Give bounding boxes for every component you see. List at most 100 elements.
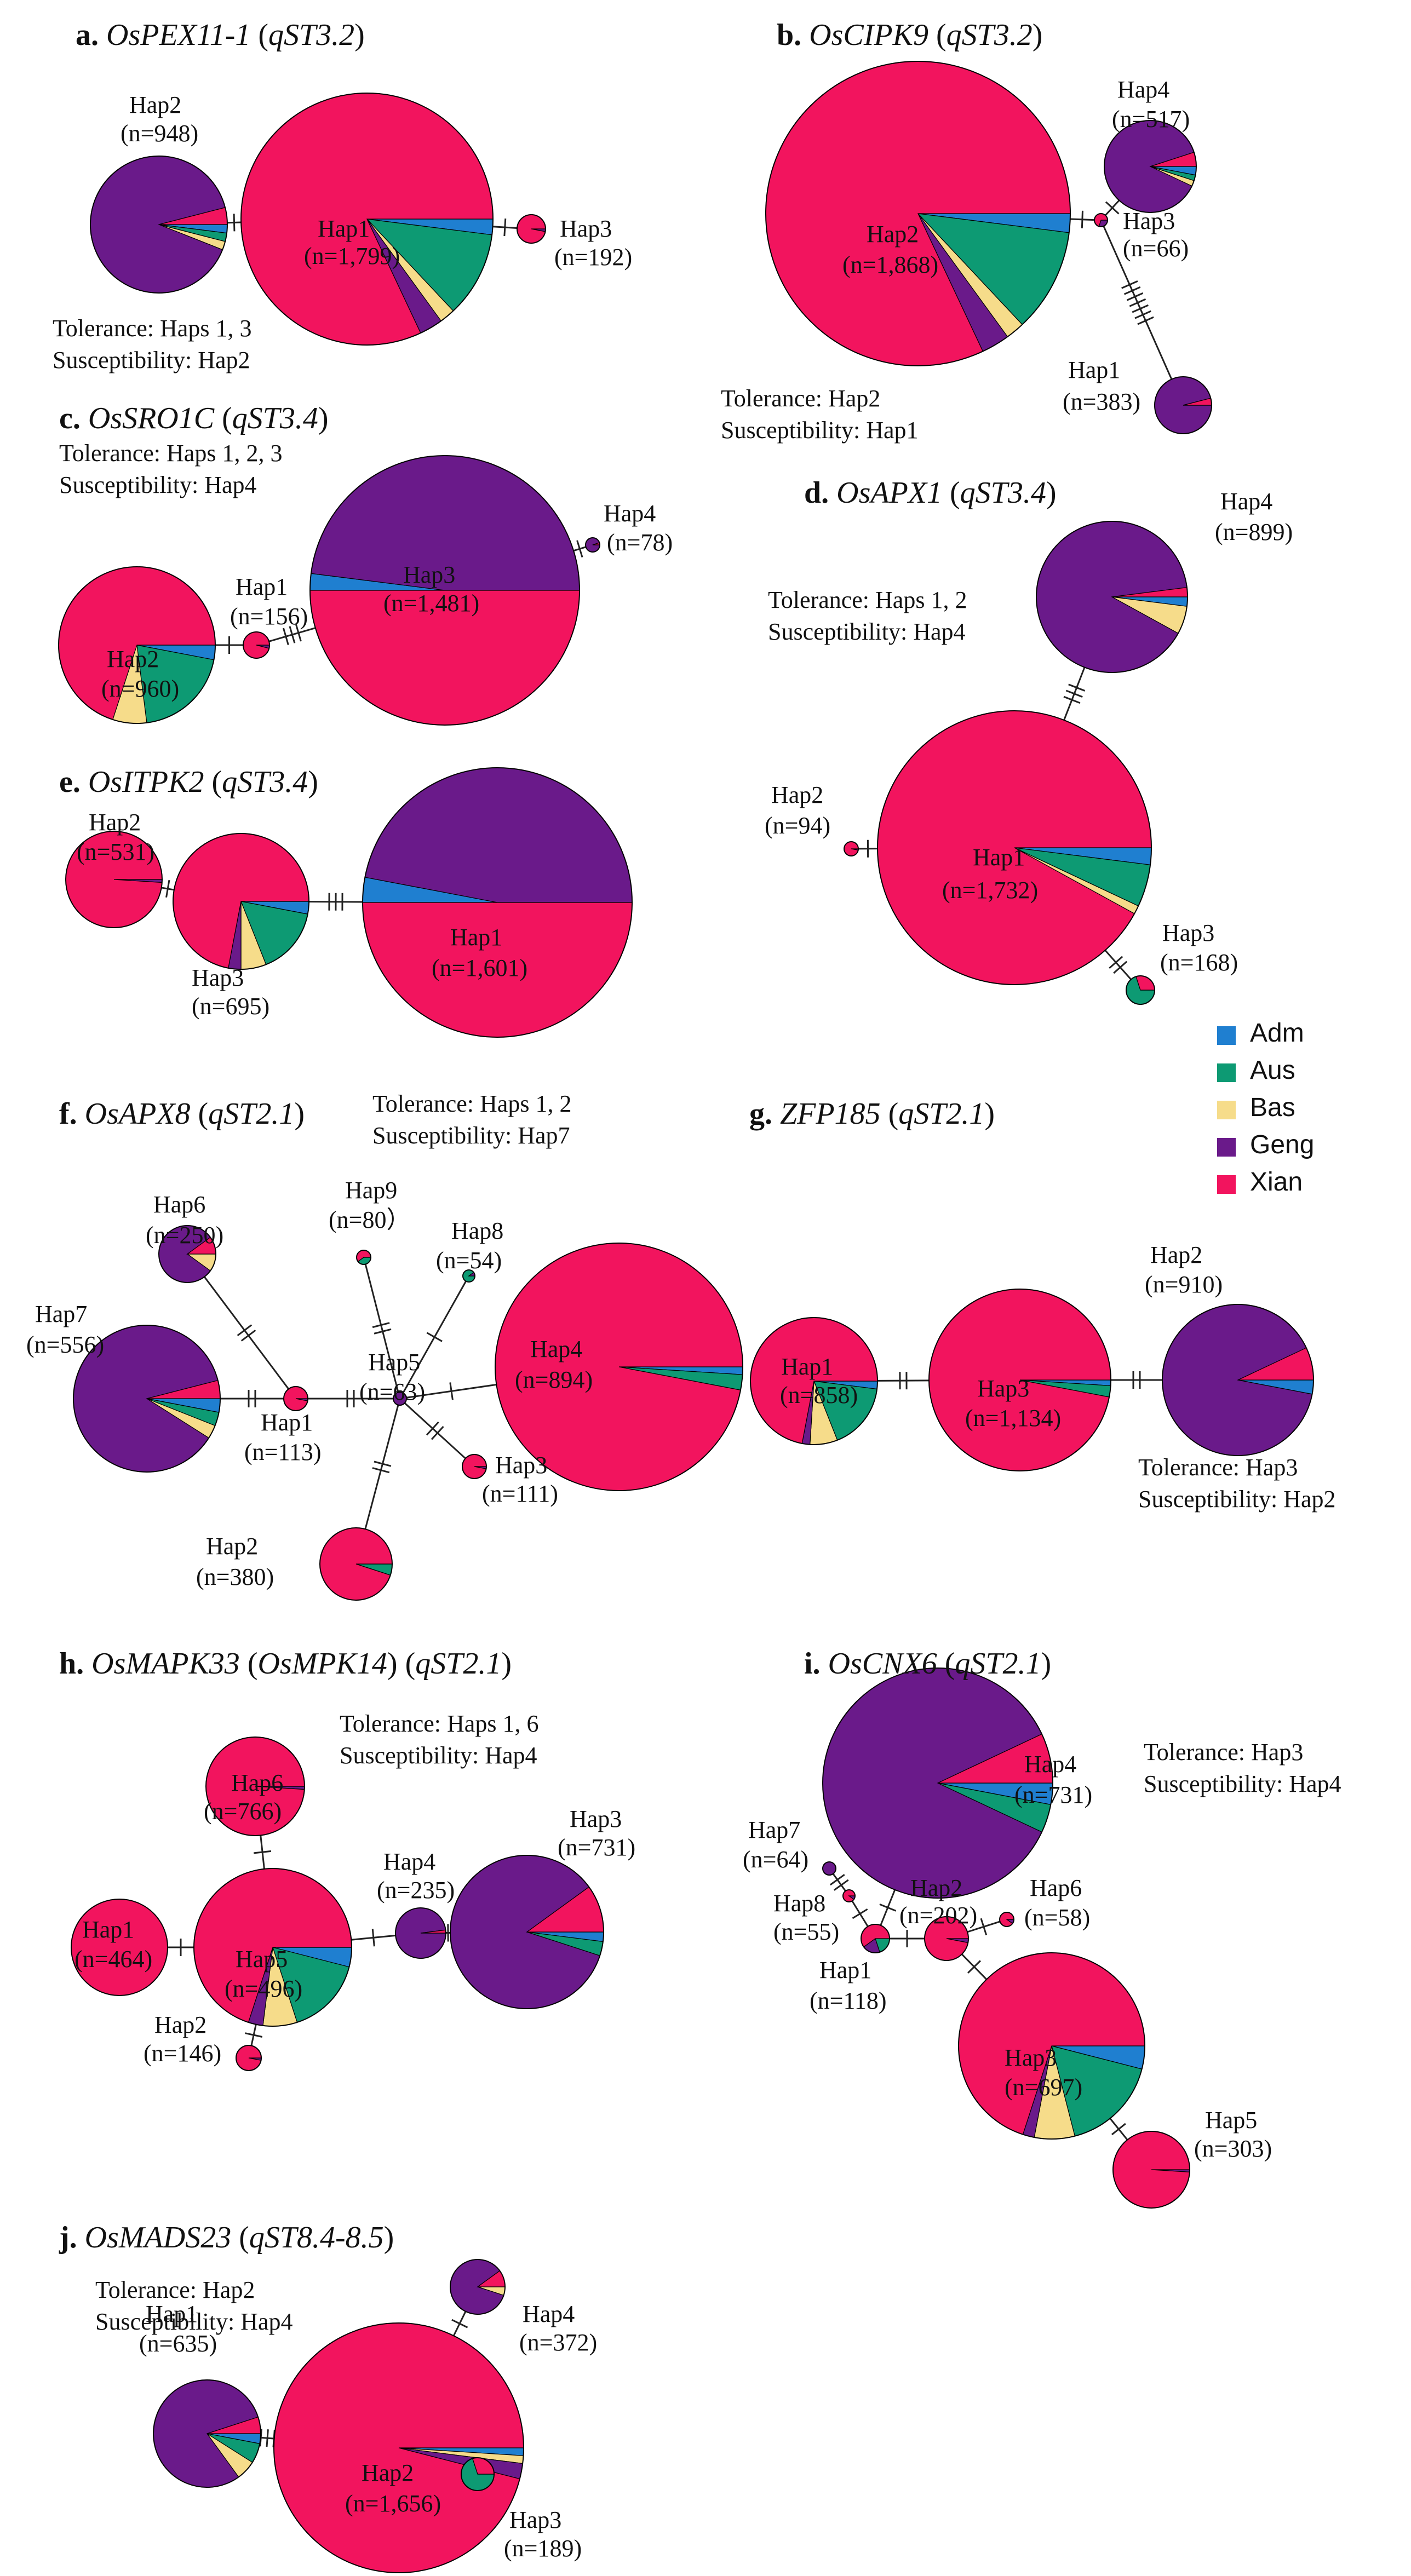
panel-i-hap3-outline: [958, 1952, 1145, 2140]
panel-f-hap6-outline: [158, 1225, 216, 1283]
mutation-tick: [371, 1929, 375, 1947]
panel-j-hap2-outline: [273, 2322, 524, 2573]
panel-i-hap4-outline: [822, 1668, 1053, 1899]
panel-d-edge: [1063, 667, 1086, 721]
panel-b-tolerance: Tolerance: Hap2: [721, 385, 880, 412]
panel-g-hap3-outline: [928, 1289, 1111, 1471]
panel-h-hap4-count: (n=235): [377, 1877, 455, 1904]
panel-a-hap3-count: (n=192): [554, 244, 632, 271]
panel-i-hap4-node: [822, 1668, 1053, 1899]
panel-j-hap4-count: (n=372): [519, 2329, 597, 2356]
panel-b-hap1-outline: [1154, 376, 1212, 434]
mutation-tick: [503, 219, 507, 237]
panel-f-hap7-outline: [73, 1325, 221, 1473]
panel-c-hap3-label: Hap3: [403, 561, 455, 588]
panel-f-hap3-count: (n=111): [482, 1480, 558, 1507]
edge-line: [364, 1405, 399, 1530]
panel-g-edge: [1111, 1371, 1162, 1389]
edge-line: [404, 1402, 466, 1459]
edge-line: [364, 1264, 399, 1393]
panel-f-hap1-node: [283, 1386, 308, 1411]
mutation-tick: [980, 1918, 988, 1936]
panel-e-hap2-count: (n=531): [77, 838, 154, 865]
panel-j-hap4-node: [450, 2259, 506, 2315]
panel-f-tolerance: Tolerance: Haps 1, 2: [372, 1090, 571, 1117]
mutation-tick: [266, 2429, 269, 2447]
panel-i-hap7-geng-slice: [822, 1861, 836, 1876]
panel-d-hap3-count: (n=168): [1160, 949, 1238, 976]
mutation-tick: [1129, 298, 1146, 307]
panel-h-title: h. OsMAPK33 (OsMPK14) (qST2.1): [59, 1647, 512, 1681]
panel-c-susceptibility: Susceptibility: Hap4: [59, 472, 257, 498]
panel-e-edge: [161, 879, 175, 898]
mutation-tick: [282, 628, 289, 646]
panel-i-hap5-outline: [1112, 2131, 1190, 2209]
panel-i-title: i. OsCNX6 (qST2.1): [804, 1647, 1051, 1681]
panel-b-hap1-label: Hap1: [1068, 357, 1120, 383]
panel-c-edge: [573, 540, 587, 558]
mutation-tick: [245, 2032, 263, 2038]
mutation-tick: [1068, 683, 1086, 692]
panel-j-hap2-count: (n=1,656): [345, 2490, 441, 2517]
panel-c-hap4-node: [585, 537, 600, 553]
mutation-tick: [240, 1329, 256, 1342]
edge-line: [1104, 950, 1132, 980]
panel-b-edge: [1105, 199, 1120, 216]
mutation-tick: [374, 1328, 392, 1335]
panel-e-title: e. OsITPK2 (qST3.4): [59, 765, 318, 799]
panel-i-hap5-node: [1112, 2131, 1190, 2209]
panel-e-hap3-label: Hap3: [192, 964, 244, 991]
panel-c-hap1-label: Hap1: [236, 573, 288, 600]
panel-i-hap2-count: (n=202): [899, 1902, 977, 1929]
panel-h-hap6-node: [205, 1737, 305, 1836]
panel-i-hap6-node: [999, 1912, 1014, 1927]
panel-g-hap3-node: [928, 1289, 1111, 1471]
legend-item-geng: Geng: [1217, 1130, 1314, 1159]
panel-h-edge: [168, 1939, 194, 1956]
panel-j-hap4-outline: [450, 2259, 506, 2315]
panel-b-hap3-node: [1094, 213, 1108, 227]
panel-d-hap1-label: Hap1: [973, 844, 1025, 871]
panel-c-hap4-label: Hap4: [604, 500, 656, 527]
panel-b-hap1-count: (n=383): [1063, 388, 1140, 415]
panel-f-hap4-node: [495, 1243, 743, 1491]
panel-g-title: g. ZFP185 (qST2.1): [749, 1097, 995, 1131]
mutation-tick: [1121, 280, 1138, 289]
panel-d-hap1-outline: [877, 710, 1152, 985]
panel-g-hap2-label: Hap2: [1150, 1241, 1202, 1268]
panel-f-hap3-outline: [462, 1454, 487, 1479]
panel-a-hap1-label: Hap1: [318, 215, 370, 242]
edge-line: [204, 1276, 289, 1390]
mutation-tick: [451, 2319, 468, 2328]
panel-f-hap4-count: (n=894): [515, 1366, 593, 1393]
legend-label-adm: Adm: [1250, 1019, 1304, 1048]
panel-f-hap7-count: (n=556): [26, 1331, 104, 1358]
mutation-tick: [372, 1322, 390, 1329]
legend-item-adm: Adm: [1217, 1019, 1304, 1048]
panel-a-susceptibility: Susceptibility: Hap2: [53, 347, 250, 373]
panel-c-hap2-count: (n=960): [101, 675, 179, 702]
panel-e-hap2-label: Hap2: [89, 809, 141, 836]
panel-j-hap3-label: Hap3: [509, 2506, 561, 2533]
panel-c-hap1-outline: [243, 631, 270, 659]
panel-b-hap2-label: Hap2: [867, 221, 919, 248]
panel-c-tolerance: Tolerance: Haps 1, 2, 3: [59, 440, 282, 467]
panel-i-hap1-node: [861, 1924, 890, 1953]
panel-h-hap1-xian-slice: [71, 1899, 168, 1996]
legend-label-xian: Xian: [1250, 1168, 1303, 1197]
panel-d-hap2-outline: [844, 841, 859, 856]
panel-f-hap3-label: Hap3: [495, 1452, 547, 1479]
panel-f-hap6-label: Hap6: [153, 1191, 205, 1218]
panel-e-hap3-count: (n=695): [192, 993, 269, 1020]
panel-f-hap5-geng-slice: [393, 1392, 407, 1406]
legend-label-aus: Aus: [1250, 1056, 1295, 1085]
panel-b-title: b. OsCIPK9 (qST3.2): [777, 18, 1042, 52]
panel-h-hap6-label: Hap6: [231, 1769, 283, 1796]
panel-b-hap3-label: Hap3: [1123, 208, 1175, 234]
panel-f-hap9-node: [356, 1250, 371, 1265]
mutation-tick: [1126, 292, 1144, 301]
mutation-tick: [1065, 689, 1083, 698]
mutation-tick: [1123, 286, 1141, 295]
panel-b-hap1-node: [1154, 376, 1212, 434]
